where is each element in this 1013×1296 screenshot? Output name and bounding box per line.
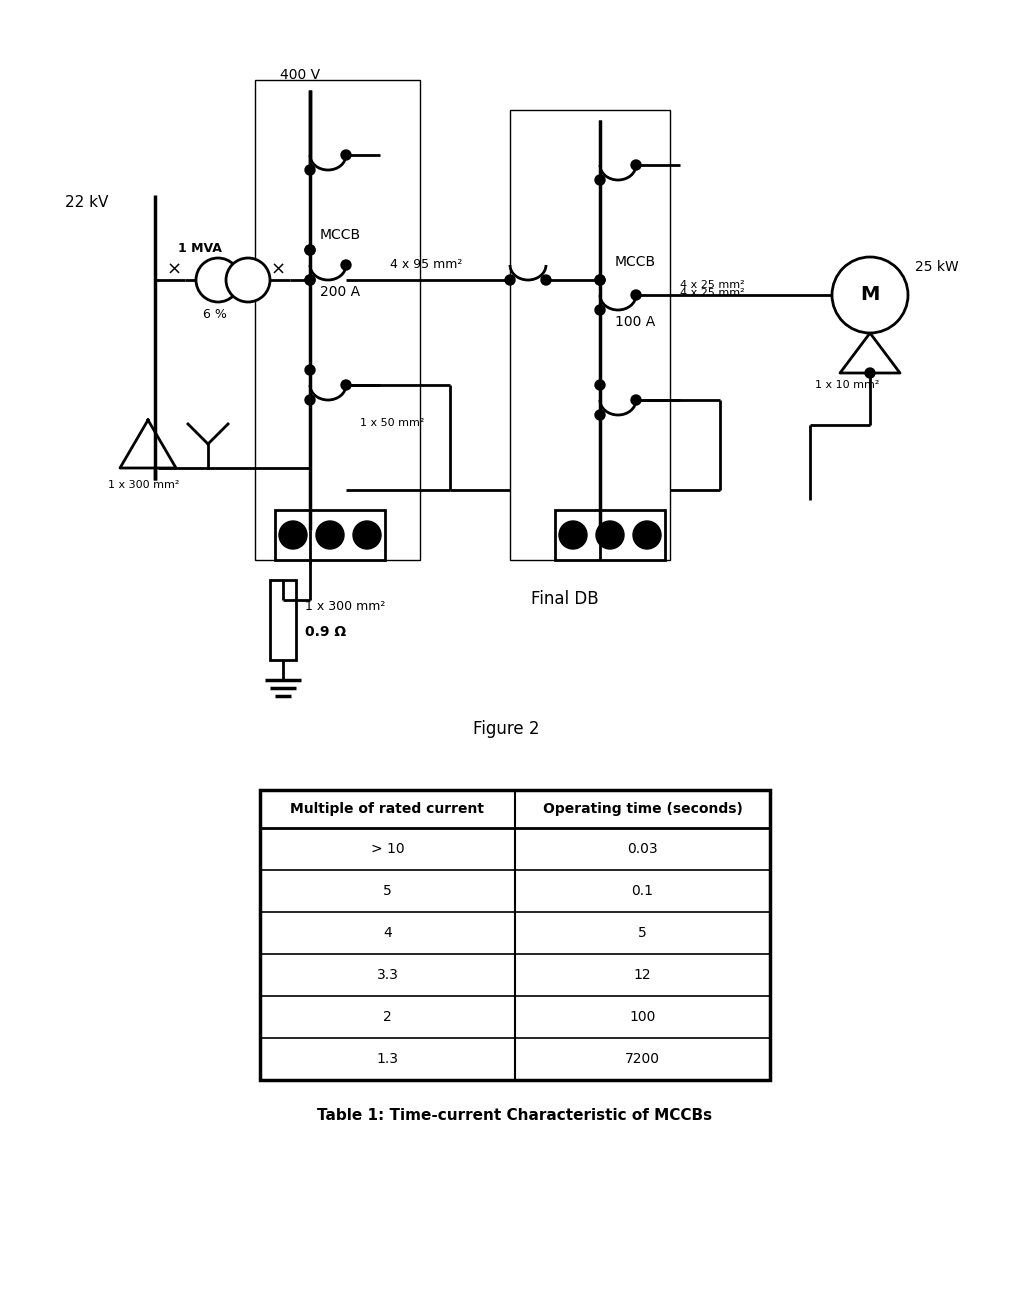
Text: Figure 2: Figure 2 — [473, 721, 539, 737]
Text: 400 V: 400 V — [280, 67, 320, 82]
Text: 4 x 25 mm²: 4 x 25 mm² — [680, 288, 745, 298]
Circle shape — [596, 521, 624, 550]
Text: 100: 100 — [629, 1010, 655, 1024]
Text: ×: × — [166, 260, 181, 279]
Circle shape — [305, 245, 315, 255]
Circle shape — [595, 410, 605, 420]
Text: 2: 2 — [383, 1010, 392, 1024]
Text: 7200: 7200 — [625, 1052, 660, 1067]
Text: 25 kW: 25 kW — [915, 260, 958, 273]
Circle shape — [505, 275, 515, 285]
Circle shape — [595, 175, 605, 185]
Circle shape — [305, 275, 315, 285]
Text: 200 A: 200 A — [320, 285, 361, 299]
Text: 3.3: 3.3 — [377, 968, 398, 982]
Circle shape — [353, 521, 381, 550]
Circle shape — [341, 260, 350, 270]
Circle shape — [865, 368, 875, 378]
Bar — [255, 80, 420, 560]
Text: Multiple of rated current: Multiple of rated current — [291, 802, 484, 816]
Text: ×: × — [270, 260, 286, 279]
Text: 6 %: 6 % — [203, 308, 227, 321]
Text: 100 A: 100 A — [615, 315, 655, 329]
Circle shape — [196, 258, 240, 302]
Text: 0.1: 0.1 — [631, 884, 653, 898]
Text: 5: 5 — [638, 927, 647, 940]
Circle shape — [633, 521, 661, 550]
Circle shape — [341, 380, 350, 390]
Text: MCCB: MCCB — [615, 255, 656, 270]
Circle shape — [595, 275, 605, 285]
Circle shape — [595, 275, 605, 285]
Text: 0.03: 0.03 — [627, 842, 657, 855]
Bar — [260, 791, 770, 1080]
Circle shape — [279, 521, 307, 550]
Text: 1 x 50 mm²: 1 x 50 mm² — [360, 419, 424, 428]
Bar — [270, 581, 296, 660]
Circle shape — [305, 165, 315, 175]
Circle shape — [341, 150, 350, 159]
Text: MCCB: MCCB — [320, 228, 361, 242]
Circle shape — [595, 305, 605, 315]
Circle shape — [541, 275, 551, 285]
Text: 4 x 95 mm²: 4 x 95 mm² — [390, 258, 462, 271]
Circle shape — [559, 521, 587, 550]
Circle shape — [631, 159, 641, 170]
Text: Final DB: Final DB — [531, 590, 599, 608]
Text: 4 x 25 mm²: 4 x 25 mm² — [680, 280, 745, 290]
Text: 1 x 300 mm²: 1 x 300 mm² — [305, 600, 385, 613]
Text: Operating time (seconds): Operating time (seconds) — [543, 802, 743, 816]
Circle shape — [305, 395, 315, 404]
Text: 1 MVA: 1 MVA — [178, 242, 222, 255]
Bar — [275, 511, 385, 560]
Circle shape — [631, 290, 641, 299]
Circle shape — [305, 245, 315, 255]
Text: > 10: > 10 — [371, 842, 404, 855]
Bar — [555, 511, 665, 560]
Circle shape — [305, 275, 315, 285]
Text: 4: 4 — [383, 927, 392, 940]
Bar — [510, 110, 670, 560]
Text: 1.3: 1.3 — [377, 1052, 398, 1067]
Circle shape — [305, 365, 315, 375]
Text: Table 1: Time-current Characteristic of MCCBs: Table 1: Time-current Characteristic of … — [317, 1108, 712, 1124]
Text: 22 kV: 22 kV — [65, 194, 108, 210]
Text: 12: 12 — [634, 968, 651, 982]
Text: 1 x 300 mm²: 1 x 300 mm² — [108, 480, 179, 490]
Circle shape — [316, 521, 344, 550]
Text: M: M — [860, 285, 879, 305]
Circle shape — [595, 380, 605, 390]
Circle shape — [226, 258, 270, 302]
Text: 5: 5 — [383, 884, 392, 898]
Text: 1 x 10 mm²: 1 x 10 mm² — [815, 380, 879, 390]
Circle shape — [631, 395, 641, 404]
Circle shape — [832, 257, 908, 333]
Text: 0.9 Ω: 0.9 Ω — [305, 625, 346, 639]
